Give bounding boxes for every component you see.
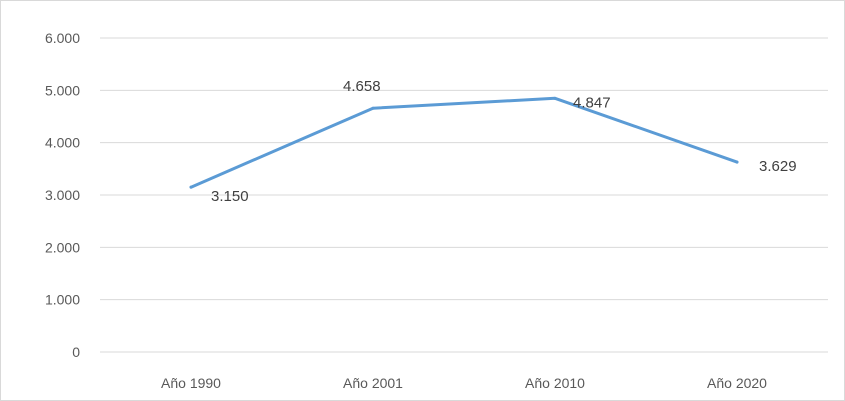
y-tick-label: 1.000 [45, 292, 80, 308]
x-axis-tick-labels: Año 1990 Año 2001 Año 2010 Año 2020 [161, 375, 767, 391]
series-layer [189, 96, 739, 189]
y-tick-label: 0 [72, 344, 80, 360]
data-label: 3.629 [759, 158, 797, 175]
gridlines [100, 37, 828, 353]
y-tick-label: 2.000 [45, 239, 80, 255]
data-label: 4.658 [343, 78, 381, 95]
series-line [189, 96, 739, 189]
data-label: 3.150 [211, 188, 249, 205]
y-tick-label: 3.000 [45, 187, 80, 203]
x-tick-label: Año 2010 [525, 375, 585, 391]
data-point [189, 185, 193, 189]
x-tick-label: Año 1990 [161, 375, 221, 391]
data-point [553, 96, 557, 100]
data-point [735, 160, 739, 164]
x-tick-label: Año 2001 [343, 375, 403, 391]
y-axis-tick-labels: 0 1.000 2.000 3.000 4.000 5.000 6.000 [45, 30, 80, 360]
data-point [371, 106, 375, 110]
y-tick-label: 5.000 [45, 82, 80, 98]
y-tick-label: 4.000 [45, 135, 80, 151]
data-labels: 3.150 4.658 4.847 3.629 [211, 78, 797, 205]
y-tick-label: 6.000 [45, 30, 80, 46]
x-tick-label: Año 2020 [707, 375, 767, 391]
data-label: 4.847 [573, 94, 611, 111]
